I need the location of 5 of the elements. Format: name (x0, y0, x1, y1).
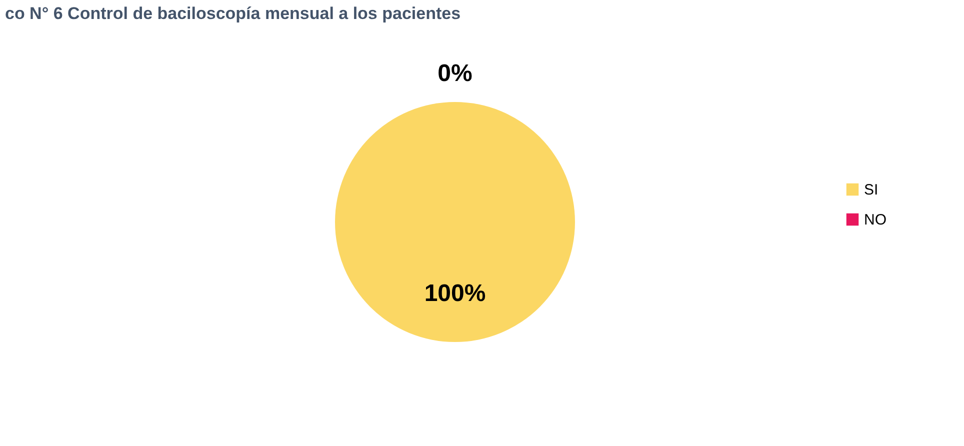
legend-label: SI (864, 182, 878, 198)
data-label: 100% (424, 280, 486, 307)
chart-title: co N° 6 Control de baciloscopía mensual a los pacientes (5, 4, 461, 23)
text: 0% (438, 60, 472, 87)
legend-label: NO (864, 212, 886, 228)
